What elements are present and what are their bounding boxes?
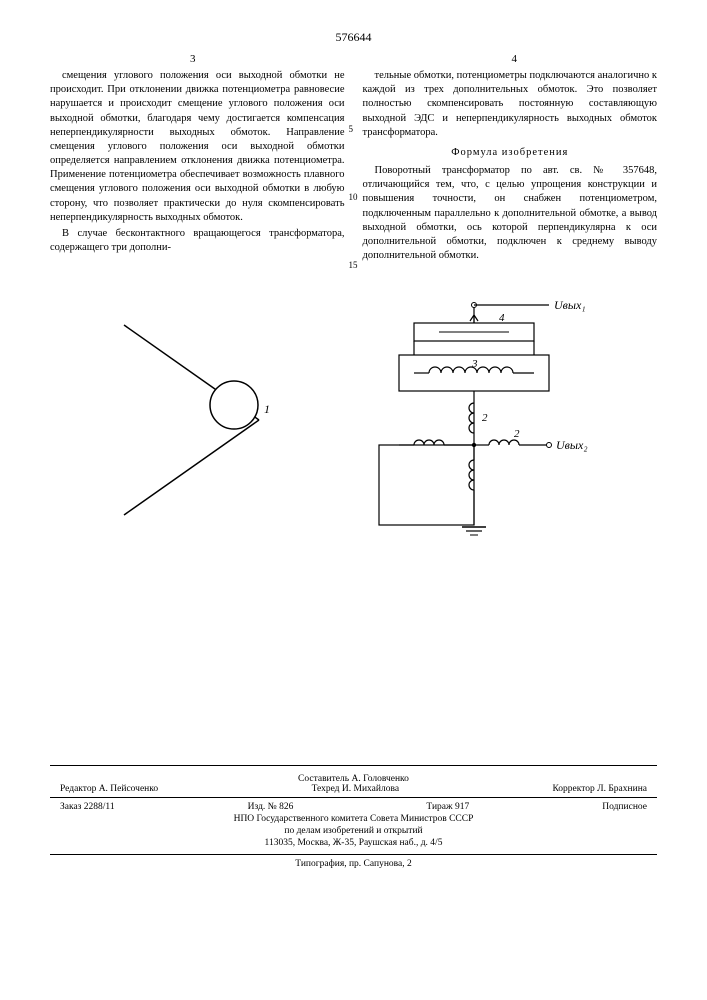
- footer-tech: Техред И. Михайлова: [312, 784, 399, 794]
- diagram-area: 1 Uвых₁ 4: [50, 295, 657, 605]
- coil-lower-vertical: [469, 445, 474, 525]
- footer-org1: НПО Государственного комитета Совета Мин…: [50, 814, 657, 824]
- right-para-2: Поворотный трансформатор по авт. св. № 3…: [363, 164, 658, 263]
- footer-block: Составитель А. Головченко Редактор А. Пе…: [50, 765, 657, 855]
- footer-order: Заказ 2288/11: [60, 802, 115, 812]
- rotor-symbol: 1: [124, 325, 270, 515]
- page: 576644 3 4 смещения углового положения о…: [0, 0, 707, 1000]
- label-2b: 2: [514, 428, 520, 440]
- column-numbers: 3 4: [50, 53, 657, 65]
- schematic: Uвых₁ 4 3: [379, 298, 588, 535]
- right-para-1: тельные обмотки, потенциометры подключаю…: [363, 69, 658, 140]
- footer-izd: Изд. № 826: [248, 802, 294, 812]
- coil-2-horizontal: 2 Uвых₂: [474, 428, 588, 452]
- label-out2: Uвых₂: [556, 438, 588, 452]
- label-1: 1: [264, 402, 270, 416]
- document-number: 576644: [50, 30, 657, 45]
- coil-2-vertical: 2: [469, 403, 488, 433]
- left-column: смещения углового положения оси выходной…: [50, 69, 345, 265]
- footer-row-print: Заказ 2288/11 Изд. № 826 Тираж 917 Подпи…: [50, 797, 657, 812]
- label-out1: Uвых₁: [554, 298, 586, 312]
- coil-left-horizontal: [399, 440, 474, 445]
- footer-addr: 113035, Москва, Ж-35, Раушская наб., д. …: [50, 838, 657, 848]
- footer-typography: Типография, пр. Сапунова, 2: [50, 859, 657, 869]
- footer-editor: Редактор А. Пейсоченко: [60, 784, 158, 794]
- circuit-diagram: 1 Uвых₁ 4: [104, 295, 604, 575]
- text-columns: смещения углового положения оси выходной…: [50, 69, 657, 265]
- line-marker-15: 15: [349, 259, 358, 271]
- label-3: 3: [471, 358, 478, 370]
- line-marker-5: 5: [349, 123, 354, 135]
- col-num-left: 3: [190, 53, 196, 65]
- label-2a: 2: [482, 412, 488, 424]
- footer-org2: по делам изобретений и открытий: [50, 826, 657, 836]
- footer-compiler: Составитель А. Головченко: [50, 774, 657, 784]
- footer-corrector: Корректор Л. Брахнина: [552, 784, 647, 794]
- coil-3: 3: [414, 358, 534, 373]
- footer-tirazh: Тираж 917: [426, 802, 469, 812]
- left-para-1: смещения углового положения оси выходной…: [50, 69, 345, 225]
- left-para-2: В случае бесконтактного вращающегося тра…: [50, 227, 345, 255]
- line-marker-10: 10: [349, 191, 358, 203]
- col-num-right: 4: [512, 53, 518, 65]
- footer-subscr: Подписное: [602, 802, 647, 812]
- formula-title: Формула изобретения: [363, 146, 658, 160]
- right-column: 5 10 15 тельные обмотки, потенциометры п…: [363, 69, 658, 265]
- label-4: 4: [499, 312, 505, 324]
- footer-row-credits: Редактор А. Пейсоченко Техред И. Михайло…: [50, 784, 657, 794]
